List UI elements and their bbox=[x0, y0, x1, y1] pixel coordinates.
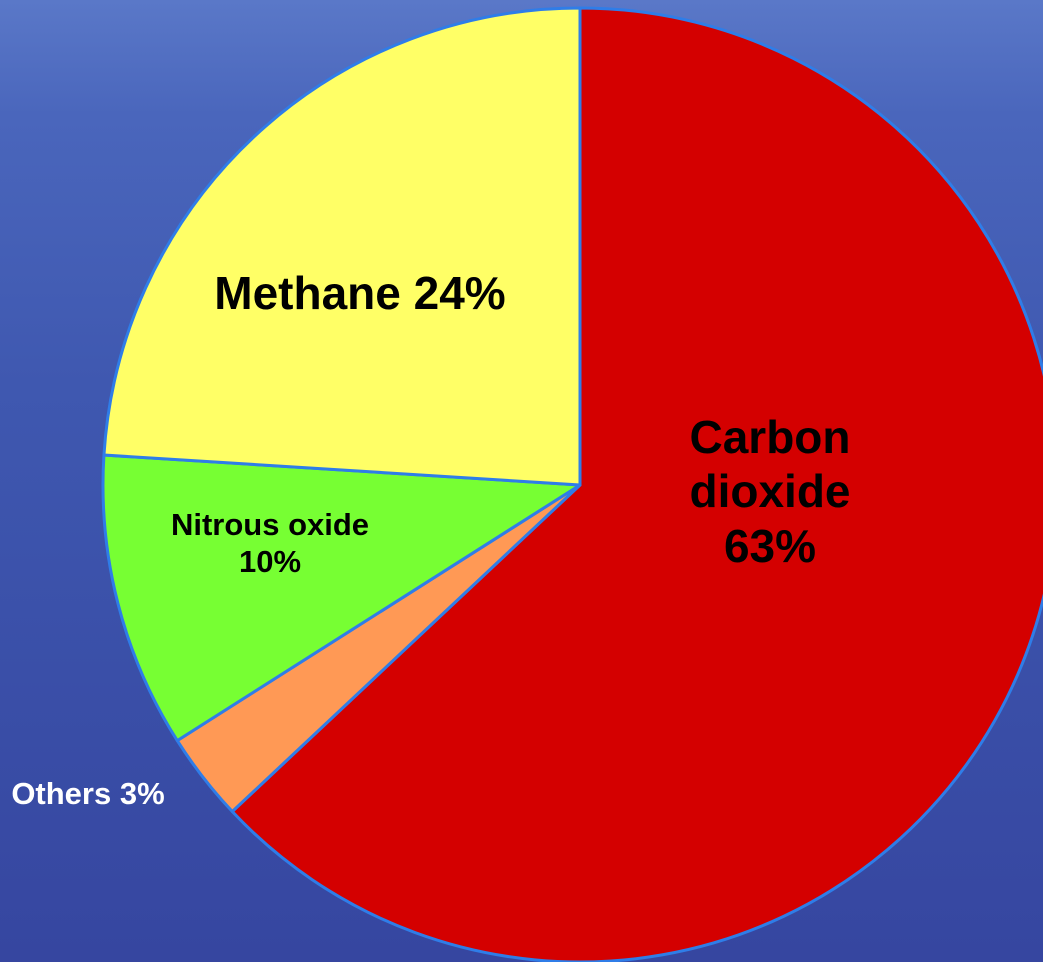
value-label: 24% bbox=[413, 267, 506, 319]
pie-slice bbox=[230, 6, 1043, 962]
pie-slice bbox=[101, 453, 582, 743]
slice-label: Nitrous oxide 10% bbox=[150, 507, 390, 580]
pie-slice bbox=[102, 6, 582, 487]
slice-label: Others 3% bbox=[0, 776, 176, 813]
category-label: Methane bbox=[214, 267, 401, 319]
category-label: Nitrous oxide bbox=[170, 507, 370, 542]
value-label: 3% bbox=[119, 776, 165, 811]
category-label: Carbon dioxide bbox=[689, 411, 851, 518]
slice-label: Methane 24% bbox=[210, 266, 510, 320]
slice-label: Carbon dioxide 63% bbox=[640, 410, 900, 573]
value-label: 10% bbox=[238, 543, 302, 579]
category-label: Others bbox=[11, 776, 112, 811]
value-label: 63% bbox=[723, 519, 817, 572]
